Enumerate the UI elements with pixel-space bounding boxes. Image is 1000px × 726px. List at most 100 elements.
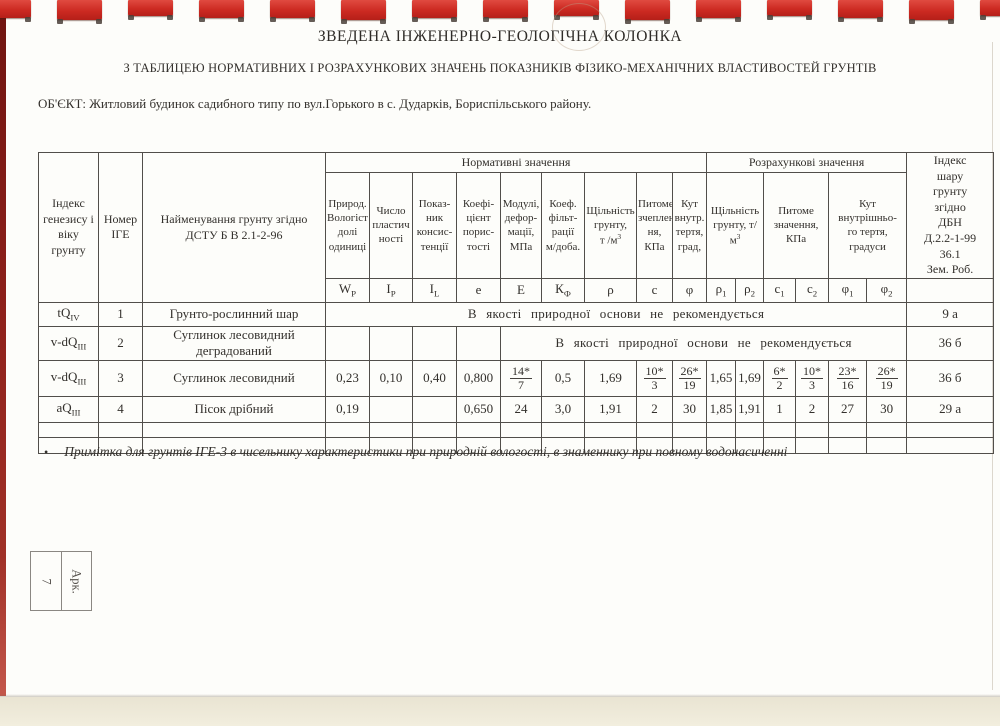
table-cell	[500, 421, 542, 438]
sheet-number: 7	[39, 577, 54, 585]
table-cell	[325, 325, 370, 361]
header-density: Щільність грунту, т /м3	[584, 172, 637, 279]
table-cell	[369, 325, 413, 361]
header-plasticity: Число пластич ності	[369, 172, 413, 279]
binding-tab	[838, 0, 883, 22]
binding-tab	[412, 0, 457, 22]
scan-artifact-circle	[552, 3, 606, 51]
table-cell: v-dQIII	[38, 359, 99, 397]
header-ige-number: Номер ІГЕ	[98, 152, 143, 303]
table-cell: 1,69	[584, 359, 637, 397]
table-row: v-dQIII 3 Суглинок лесовидний 0,23 0,10 0,40 0…	[38, 359, 995, 397]
binding-tab	[0, 0, 31, 22]
fraction-value: 10* 3	[643, 363, 666, 392]
table-cell: 23* 16	[828, 359, 868, 397]
table-cell: 0,10	[369, 359, 413, 397]
object-line: ОБ'ЄКТ: Житловий будинок садибного типу …	[38, 96, 592, 111]
table-cell	[706, 421, 737, 438]
table-cell: Суглинок лесовидний деградований	[142, 325, 326, 361]
header-layer-index: Індекс шару грунту згідно ДБН Д.2.2-1-99…	[906, 152, 995, 279]
table-cell: 1	[763, 395, 797, 423]
table-cell: 3,0	[541, 395, 585, 423]
table-cell: В якості природної основи не рекомендуєт…	[324, 301, 908, 327]
binding-tab	[980, 0, 1000, 20]
fraction-value: 26* 19	[678, 363, 701, 392]
table-cell	[541, 421, 585, 438]
header-soil-name: Найменування грунту згідно ДСТУ Б В 2.1-…	[142, 152, 326, 303]
table-row: tQIV 1 Грунто-рослинний шар В якості природ…	[38, 301, 995, 327]
header-group-calculated: Розрахункові значення	[706, 151, 908, 174]
header-cohesion: Питоме зчеплен ня, КПа	[636, 172, 673, 279]
table-cell: Грунто-рослинний шар	[142, 301, 326, 327]
table-cell: 9 а	[906, 301, 995, 327]
header-calc-density: Щільність грунту, т/м3	[706, 172, 765, 279]
symbol-E: E	[500, 277, 542, 303]
symbol-c: c	[636, 277, 673, 303]
soil-properties-table: Індекс генезису і віку грунту Номер ІГЕ …	[38, 151, 995, 454]
table-cell	[763, 421, 797, 438]
table-cell	[866, 421, 908, 438]
table-cell: 1,69	[735, 359, 765, 397]
table-cell: 2	[795, 395, 830, 423]
table-cell: 36 б	[906, 325, 995, 361]
table-cell: tQIV	[38, 301, 99, 327]
table-row	[38, 436, 995, 454]
table-cell	[369, 421, 413, 438]
sheet-label: Арк.	[69, 568, 84, 594]
table-cell: Суглинок лесовидний	[142, 359, 326, 397]
table-cell: 1	[98, 301, 143, 327]
symbol-rho: ρ	[584, 277, 637, 303]
symbol-kf: КФ	[541, 277, 585, 303]
table-cell	[671, 421, 708, 438]
header-porosity: Коефі- цієнт порис- тості	[456, 172, 501, 279]
binder-spine	[0, 0, 6, 696]
binding-tab	[483, 0, 528, 22]
table-cell: 0,23	[325, 359, 370, 397]
table-cell: 1,91	[584, 395, 637, 423]
table-cell: v-dQIII	[38, 325, 99, 361]
table-body: tQIV 1 Грунто-рослинний шар В якості природ…	[38, 301, 995, 454]
symbol-il: IL	[412, 277, 457, 303]
header-calc-cohesion: Питоме значення, КПа	[763, 172, 830, 279]
table-cell: 10* 3	[636, 359, 673, 397]
table-cell	[636, 421, 673, 438]
table-cell: 30	[671, 395, 708, 423]
sheet-number-cell: 7	[31, 552, 61, 610]
table-cell	[456, 325, 501, 361]
table-cell: 26* 19	[866, 359, 908, 397]
binding-tab	[128, 0, 173, 20]
table-cell: 27	[828, 395, 868, 423]
table-header: Індекс генезису і віку грунту Номер ІГЕ …	[38, 151, 995, 303]
table-row: v-dQIII 2 Суглинок лесовидний деградований…	[38, 325, 995, 361]
table-cell: В якості природної основи не рекомендуєт…	[499, 325, 908, 361]
table-cell: 24	[500, 395, 542, 423]
table-cell: 29 а	[906, 395, 995, 423]
table-cell	[828, 421, 868, 438]
table-cell: 26* 19	[671, 359, 708, 397]
table-cell	[369, 395, 413, 423]
table-cell: 0,800	[456, 359, 501, 397]
footnote-text: Примітка для грунтів ІГЕ-3 в чисельнику …	[64, 444, 788, 459]
header-filtration: Коеф. фільт- рації м/доба.	[541, 172, 585, 279]
symbol-rho1: ρ1	[706, 277, 737, 303]
table-cell	[584, 421, 637, 438]
page-subtitle: З ТАБЛИЦЕЮ НОРМАТИВНИХ І РОЗРАХУНКОВИХ З…	[123, 61, 877, 75]
table-cell	[412, 395, 457, 423]
table-cell	[38, 421, 99, 438]
table-row: aQIII 4 Пісок дрібний 0,19 0,650 24 3,0 1,91 2 30…	[38, 395, 995, 423]
binding-tab	[270, 0, 315, 22]
table-cell: 30	[866, 395, 908, 423]
binding-strip	[0, 0, 1000, 28]
symbol-wp: WP	[325, 277, 370, 303]
fraction-value: 6* 2	[771, 363, 788, 392]
table-cell: 1,85	[706, 395, 737, 423]
header-genesis-index: Індекс генезису і віку грунту	[38, 152, 99, 303]
table-cell: 2	[98, 325, 143, 361]
table-cell	[735, 421, 765, 438]
symbol-rho2: ρ2	[735, 277, 765, 303]
table-cell	[412, 325, 457, 361]
table-cell	[866, 436, 908, 454]
symbol-phi: φ	[671, 277, 708, 303]
footnote: • Примітка для грунтів ІГЕ-3 в чисельнику…	[44, 444, 992, 460]
